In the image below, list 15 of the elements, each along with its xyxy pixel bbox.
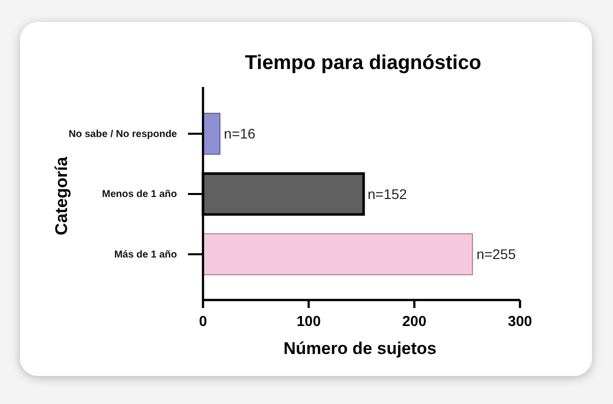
x-tick-label: 0 <box>198 314 208 330</box>
y-tick-label: No sabe / No responde <box>68 128 178 140</box>
y-tick-label: Más de 1 año <box>114 249 177 260</box>
chart-title: Tiempo para diagnóstico <box>244 52 482 74</box>
data-label: n=16 <box>224 126 256 142</box>
y-axis-title: Categoría <box>52 156 71 236</box>
x-tick-label: 200 <box>402 314 426 330</box>
bar <box>202 233 473 276</box>
x-tick-label: 100 <box>296 314 321 330</box>
y-tick-label: Menos de 1 año <box>102 189 177 200</box>
data-label: n=255 <box>476 246 516 262</box>
x-axis-title: Número de sujetos <box>283 339 437 358</box>
x-tick-label: 300 <box>508 314 532 330</box>
data-label: n=152 <box>368 186 408 202</box>
bar <box>202 112 220 155</box>
